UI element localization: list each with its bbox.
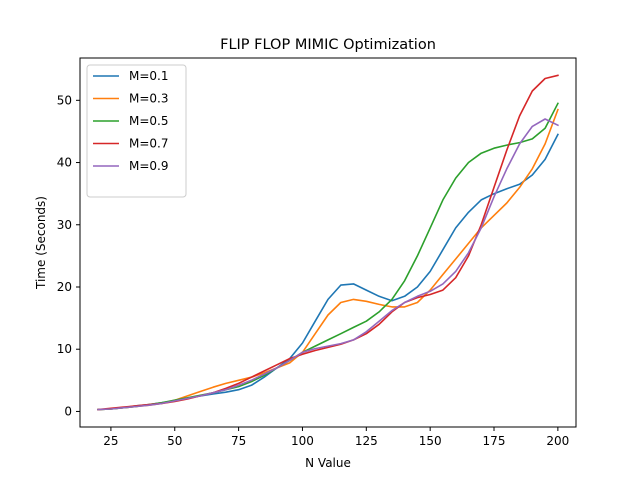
chart-title: FLIP FLOP MIMIC Optimization [220,37,436,53]
y-tick-label: 0 [64,404,72,418]
legend: M=0.1 M=0.3 M=0.5 M=0.7 M=0.9 [86,64,187,198]
legend-label-m-0-9: M=0.9 [129,159,169,173]
legend-label-m-0-3: M=0.3 [129,92,169,106]
x-tick-label: 50 [167,434,182,448]
y-tick-label: 40 [57,156,72,170]
x-tick-label: 125 [355,434,378,448]
legend-label-m-0-5: M=0.5 [129,114,169,128]
series-line-m-0-9 [97,118,559,411]
series-layer [97,74,559,411]
legend-label-m-0-1: M=0.1 [129,69,169,83]
x-tick-label: 100 [291,434,314,448]
y-tick-label: 10 [57,342,72,356]
y-tick-label: 50 [57,93,72,107]
x-tick-label: 150 [419,434,442,448]
x-tick-label: 75 [231,434,246,448]
legend-label-m-0-7: M=0.7 [129,137,169,151]
y-axis: 0 10 20 30 40 50 [57,93,80,418]
x-tick-label: 175 [483,434,506,448]
x-tick-label: 25 [103,434,118,448]
y-tick-label: 30 [57,218,72,232]
plot-frame [79,57,577,428]
x-tick-label: 200 [546,434,569,448]
y-axis-label: Time (Seconds) [34,196,48,290]
plot-area [79,57,577,428]
y-tick-label: 20 [57,280,72,294]
legend-box [86,64,187,198]
x-axis-label: N Value [305,456,351,470]
x-axis: 25 50 75 100 125 150 175 200 [103,427,569,448]
